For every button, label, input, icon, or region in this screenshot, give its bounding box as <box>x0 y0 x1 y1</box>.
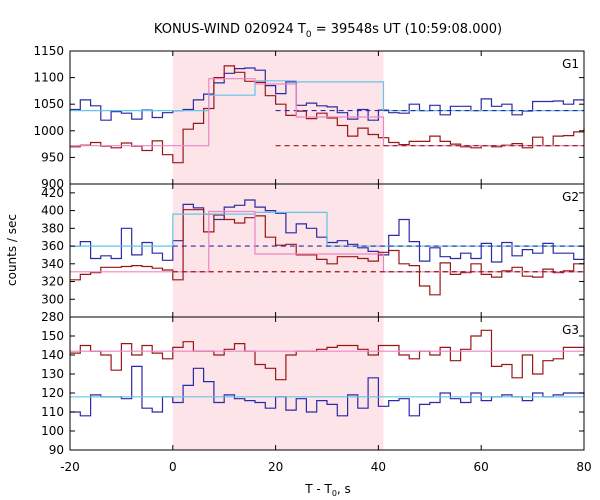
series-g3-red-counts <box>70 329 585 381</box>
panel-frame-g3 <box>69 316 585 451</box>
x-axis-label: T - T0, s <box>304 482 351 498</box>
y-tick-label: 120 <box>41 386 64 400</box>
y-tick-label: 90 <box>49 443 64 457</box>
y-tick-label: 1100 <box>33 71 64 85</box>
y-tick-label: 340 <box>41 257 64 271</box>
x-tick-label: 60 <box>474 460 489 474</box>
series-g1-pink-fit <box>70 78 584 147</box>
series-g1-blue-counts <box>70 67 584 121</box>
x-tick-label: 20 <box>268 460 283 474</box>
series-g2-red-counts <box>70 209 585 296</box>
y-tick-label: 1000 <box>33 124 64 138</box>
series-g2-cyan-fit <box>70 211 584 247</box>
y-tick-label: 140 <box>41 348 64 362</box>
y-tick-label: 100 <box>41 424 64 438</box>
x-tick-label: 80 <box>576 460 591 474</box>
y-tick-label: 110 <box>41 405 64 419</box>
y-tick-label: 320 <box>41 275 64 289</box>
y-tick-label: 150 <box>41 329 64 343</box>
y-tick-label: 280 <box>41 310 64 324</box>
y-tick-label: 950 <box>41 150 64 164</box>
panel-g2: 280 300 320 340 360 380 400 420 G2 <box>41 183 585 324</box>
chart-title: KONUS-WIND 020924 T0 = 39548s UT (10:59:… <box>154 22 502 40</box>
y-tick-label: 1050 <box>33 97 64 111</box>
y-tick-label: 130 <box>41 367 64 381</box>
panel-g1: 900 950 1000 1050 1100 1150 G1 <box>33 44 585 191</box>
panel-label: G1 <box>562 57 579 71</box>
panel-label: G2 <box>562 190 579 204</box>
x-tick-label: -20 <box>60 460 80 474</box>
panel-g3: 90 100 110 120 130 140 150 G3 <box>41 316 585 457</box>
y-tick-label: 900 <box>41 177 64 191</box>
y-axis-label: counts / sec <box>5 214 19 286</box>
y-tick-label: 360 <box>41 239 64 253</box>
y-tick-label: 400 <box>41 204 64 218</box>
y-tick-label: 300 <box>41 292 64 306</box>
y-tick-label: 420 <box>41 186 64 200</box>
x-tick-label: 40 <box>371 460 386 474</box>
y-tick-label: 380 <box>41 221 64 235</box>
x-tick-label: 0 <box>169 460 177 474</box>
panel-label: G3 <box>562 323 579 337</box>
y-tick-label: 1150 <box>33 44 64 58</box>
